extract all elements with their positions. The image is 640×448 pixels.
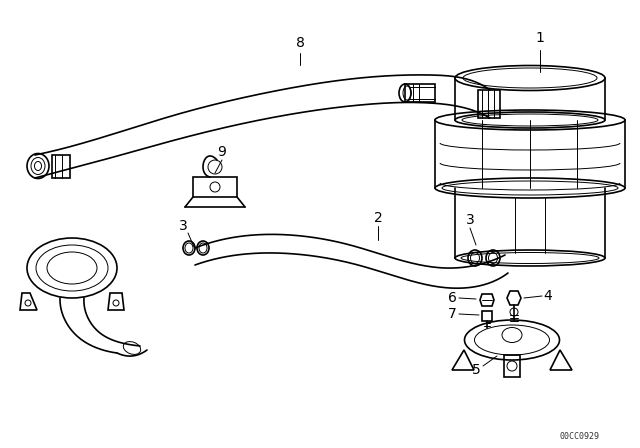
Text: 00CC0929: 00CC0929	[560, 431, 600, 440]
Text: 5: 5	[472, 363, 481, 377]
Bar	[405, 84, 435, 102]
Text: 3: 3	[466, 213, 474, 227]
Text: 6: 6	[447, 291, 456, 305]
Text: 7: 7	[447, 307, 456, 321]
Text: 2: 2	[374, 211, 382, 225]
Text: 4: 4	[543, 289, 552, 303]
Text: 8: 8	[296, 36, 305, 50]
Text: 9: 9	[218, 145, 227, 159]
Text: 3: 3	[179, 219, 188, 233]
Bar	[52, 155, 70, 178]
Bar	[478, 90, 500, 118]
Text: 1: 1	[536, 31, 545, 45]
Bar	[504, 355, 520, 377]
